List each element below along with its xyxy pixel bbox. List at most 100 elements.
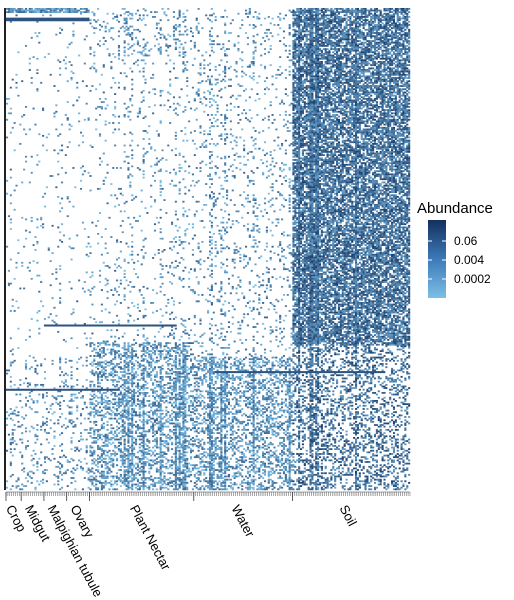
heatmap-cell [184, 406, 187, 409]
heatmap-cell [197, 467, 200, 470]
heatmap-cell [146, 351, 149, 354]
heatmap-cell [148, 343, 151, 346]
heatmap-cell [210, 247, 213, 250]
heatmap-cell [78, 9, 81, 12]
heatmap-cell [182, 440, 185, 442]
heatmap-cell [127, 28, 130, 31]
heatmap-cell [216, 462, 219, 465]
heatmap-cell [203, 412, 206, 415]
heatmap-cell [142, 372, 145, 375]
heatmap-cell [36, 469, 39, 471]
heatmap-cell [210, 273, 213, 275]
heatmap-cell [195, 91, 198, 94]
heatmap-cell [123, 422, 126, 425]
heatmap-cell [216, 486, 219, 489]
heatmap-cell [188, 271, 191, 274]
heatmap-cell [169, 350, 172, 353]
heatmap-cell [195, 340, 198, 343]
heatmap-cell [188, 101, 191, 103]
heatmap-cell [116, 464, 119, 467]
heatmap-cell [93, 462, 96, 465]
heatmap-cell [199, 396, 202, 399]
heatmap-cell [57, 8, 60, 10]
heatmap-cell [212, 432, 215, 434]
heatmap-cell [212, 99, 215, 102]
heatmap-cell [189, 358, 193, 361]
heatmap-cell [125, 75, 128, 78]
heatmap-cell [95, 70, 98, 73]
heatmap-cell [191, 395, 194, 398]
heatmap-cell [153, 88, 157, 91]
heatmap-cell [205, 427, 208, 430]
heatmap-cell [172, 387, 176, 389]
heatmap-cell [201, 220, 204, 222]
heatmap-cell [136, 414, 139, 417]
heatmap-cell [157, 221, 160, 224]
heatmap-cell [184, 483, 187, 486]
heatmap-cell [117, 403, 121, 406]
heatmap-cell [17, 347, 20, 349]
heatmap-cell [199, 322, 202, 325]
heatmap-cell [117, 406, 121, 409]
heatmap-cell [7, 215, 10, 218]
heatmap-cell [43, 472, 47, 475]
heatmap-cell [210, 454, 213, 457]
heatmap-cell [169, 377, 172, 380]
heatmap-cell [193, 420, 196, 423]
heatmap-cell [161, 443, 164, 446]
heatmap-cell [169, 422, 172, 425]
heatmap-cell [59, 356, 62, 359]
heatmap-cell [182, 347, 185, 349]
heatmap-cell [178, 371, 181, 373]
heatmap-cell [182, 269, 185, 272]
heatmap-cell [199, 430, 202, 433]
heatmap-cell [182, 443, 185, 446]
heatmap-cell [210, 406, 213, 409]
heatmap-cell [188, 383, 191, 386]
heatmap-cell [184, 69, 187, 71]
heatmap-cell [208, 390, 212, 393]
heatmap-cell [72, 247, 75, 250]
heatmap-cell [70, 78, 73, 81]
heatmap-cell [104, 123, 107, 126]
heatmap-cell [85, 35, 88, 38]
heatmap-cell [125, 478, 128, 481]
heatmap-cell [28, 9, 31, 12]
heatmap-cell [152, 62, 155, 65]
heatmap-cell [182, 20, 185, 23]
heatmap-cell [21, 424, 24, 426]
heatmap-cell [197, 81, 200, 84]
heatmap-cell [201, 485, 204, 487]
heatmap-cell [19, 393, 22, 396]
heatmap-cell [174, 461, 177, 463]
heatmap-cell [81, 221, 84, 224]
heatmap-cell [203, 59, 206, 62]
heatmap-cell [119, 385, 122, 388]
heatmap-cell [13, 310, 16, 312]
heatmap-cell [150, 417, 153, 420]
heatmap-cell [184, 382, 187, 385]
heatmap-cell [169, 481, 172, 484]
heatmap-cell [119, 266, 122, 269]
heatmap-cell [189, 470, 193, 473]
heatmap-cell [159, 488, 162, 491]
heatmap-cell [133, 388, 136, 391]
heatmap-cell [127, 414, 130, 417]
heatmap-cell [36, 89, 39, 92]
heatmap-cell [129, 464, 132, 467]
heatmap-cell [214, 171, 217, 174]
heatmap-cell [197, 377, 200, 380]
heatmap-cell [210, 348, 213, 351]
heatmap-cell [172, 350, 176, 353]
heatmap-cell [208, 416, 212, 418]
heatmap-cell [208, 69, 212, 71]
heatmap-cell [106, 387, 109, 389]
heatmap-cell [87, 9, 90, 12]
heatmap-cell [155, 469, 158, 471]
heatmap-cell [142, 348, 145, 351]
heatmap-cell [85, 253, 88, 256]
heatmap-cell [214, 356, 217, 359]
heatmap-cell [157, 252, 160, 255]
heatmap-cell [134, 391, 138, 394]
heatmap-cell [172, 109, 176, 112]
